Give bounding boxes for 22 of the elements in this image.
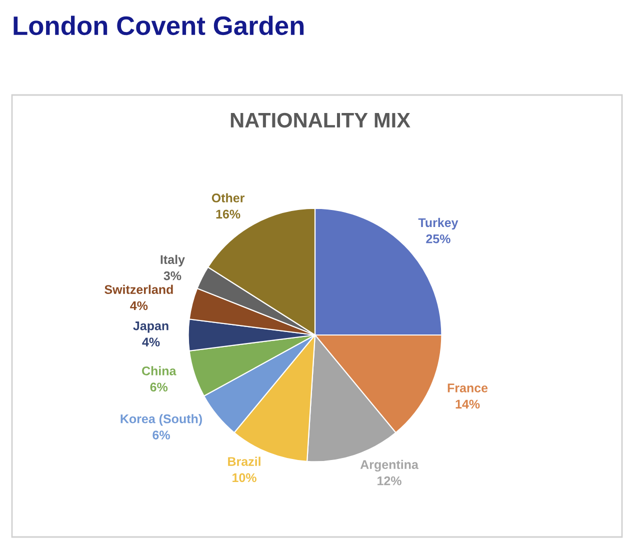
data-label: 4%	[142, 338, 160, 346]
slice-label: Turkey	[418, 218, 458, 230]
data-label: 4%	[130, 301, 148, 310]
data-label: 14%	[456, 400, 480, 409]
data-label: 10%	[232, 473, 256, 482]
slice-label: Korea (South)	[120, 414, 202, 426]
slice-label: France	[448, 384, 488, 392]
chart-subtitle: NATIONALITY MIX	[230, 112, 410, 128]
slice-label: Italy	[160, 254, 185, 266]
slice-label: Other	[212, 193, 245, 202]
slice-label: Argentina	[360, 460, 419, 472]
slice-label: China	[142, 366, 176, 376]
data-label: 3%	[164, 271, 182, 280]
data-label: 6%	[150, 382, 168, 392]
data-label: 16%	[216, 210, 240, 219]
data-label: 12%	[378, 476, 402, 486]
slice-label: Switzerland	[104, 284, 173, 294]
data-label: 6%	[152, 430, 170, 440]
slice-label: Japan	[133, 322, 168, 333]
chart-title: London Covent Garden	[14, 16, 304, 36]
slice-label: Brazil	[228, 456, 260, 466]
data-label: 25%	[426, 234, 450, 244]
